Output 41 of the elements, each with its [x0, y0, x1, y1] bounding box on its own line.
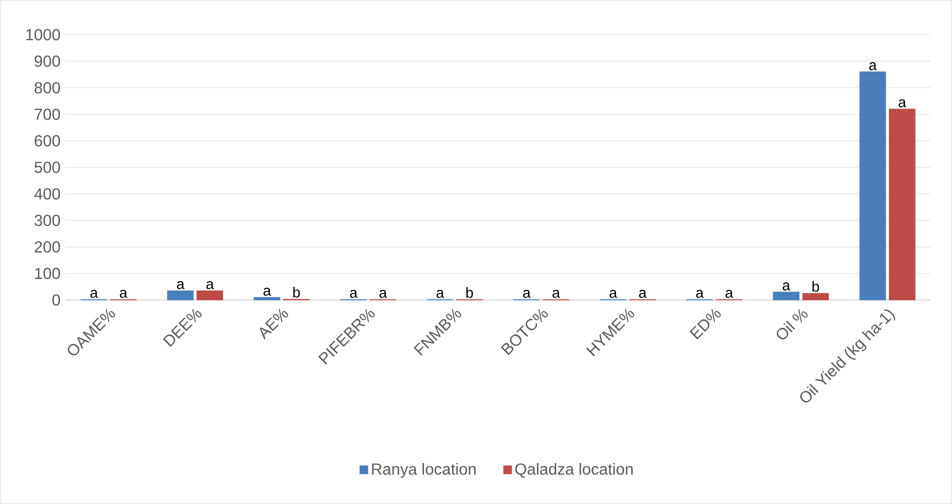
y-tick-label: 900 [34, 56, 60, 67]
data-label: a [176, 281, 185, 290]
legend-label: Qaladza location [515, 463, 633, 478]
data-label: a [726, 290, 734, 298]
bar [802, 293, 829, 300]
data-label: b [466, 287, 473, 298]
data-label: a [90, 290, 98, 298]
data-label: a [639, 290, 647, 298]
y-tick-label: 100 [35, 268, 60, 280]
data-label: a [350, 290, 358, 298]
bar [859, 72, 886, 300]
bar [254, 297, 280, 300]
y-tick-label: 300 [34, 214, 60, 226]
data-label: b [812, 281, 820, 292]
legend-label: Ranya location [372, 463, 476, 478]
y-tick-label: 500 [34, 162, 60, 173]
bar [196, 290, 224, 300]
data-label: b [293, 286, 300, 298]
data-label: a [782, 282, 790, 290]
y-tick-label: 400 [34, 188, 60, 200]
y-tick-label: 800 [34, 82, 60, 94]
y-tick-label: 0 [52, 294, 60, 306]
bar [772, 292, 800, 300]
data-label: a [436, 290, 444, 298]
y-tick-label: 200 [34, 241, 60, 253]
data-label: a [898, 99, 906, 108]
data-label: a [696, 290, 704, 298]
x-tick-label: Oil % [776, 309, 808, 340]
data-label: a [869, 62, 877, 70]
bar [167, 290, 194, 300]
y-tick-label: 1000 [26, 29, 60, 40]
bar [888, 108, 916, 300]
data-label: a [552, 290, 560, 298]
data-label: a [523, 290, 531, 298]
data-label: a [379, 290, 387, 298]
y-tick-label: 700 [34, 108, 60, 120]
y-tick-label: 600 [34, 135, 60, 146]
data-label: a [264, 288, 272, 296]
data-label: a [120, 290, 128, 298]
data-label: a [610, 290, 618, 298]
data-label: a [206, 281, 214, 290]
